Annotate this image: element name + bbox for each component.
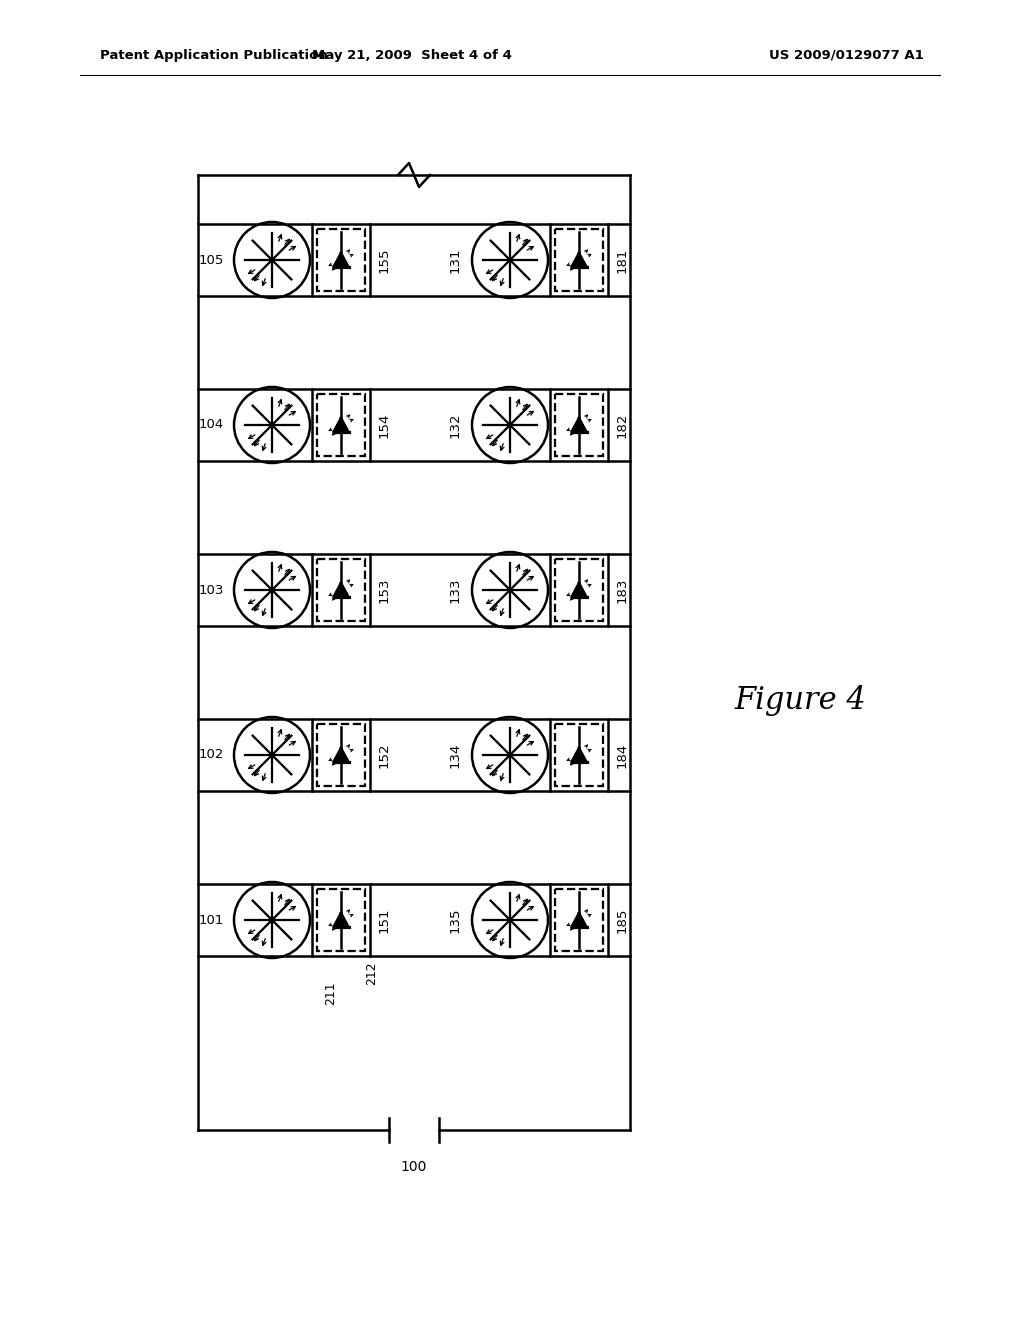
Polygon shape — [571, 748, 587, 762]
Text: 211: 211 — [324, 981, 337, 1005]
Bar — [312, 389, 370, 461]
Bar — [555, 393, 603, 455]
Polygon shape — [571, 418, 587, 432]
Polygon shape — [571, 253, 587, 267]
Polygon shape — [334, 583, 348, 597]
Text: Figure 4: Figure 4 — [734, 685, 866, 715]
Text: 184: 184 — [616, 742, 629, 768]
Bar — [555, 558, 603, 620]
Text: Patent Application Publication: Patent Application Publication — [100, 49, 328, 62]
Polygon shape — [571, 583, 587, 597]
Text: 183: 183 — [616, 577, 629, 603]
Bar — [555, 888, 603, 950]
Text: 134: 134 — [449, 742, 462, 768]
Polygon shape — [334, 418, 348, 432]
Bar — [317, 228, 365, 290]
Bar — [550, 719, 608, 791]
Bar — [317, 393, 365, 455]
Bar — [312, 884, 370, 956]
Text: 135: 135 — [449, 907, 462, 933]
Bar — [555, 723, 603, 785]
Text: 131: 131 — [449, 247, 462, 273]
Text: 151: 151 — [378, 907, 391, 933]
Text: US 2009/0129077 A1: US 2009/0129077 A1 — [769, 49, 924, 62]
Text: 181: 181 — [616, 247, 629, 273]
Bar — [317, 558, 365, 620]
Bar — [317, 723, 365, 785]
Text: 212: 212 — [365, 961, 378, 985]
Text: 105: 105 — [199, 253, 224, 267]
Bar — [312, 719, 370, 791]
Bar — [550, 554, 608, 626]
Text: 153: 153 — [378, 577, 391, 603]
Text: 101: 101 — [199, 913, 224, 927]
Polygon shape — [571, 913, 587, 927]
Text: 133: 133 — [449, 577, 462, 603]
Bar — [555, 228, 603, 290]
Polygon shape — [334, 748, 348, 762]
Bar — [317, 888, 365, 950]
Bar — [550, 224, 608, 296]
Bar — [550, 389, 608, 461]
Text: 102: 102 — [199, 748, 224, 762]
Text: 103: 103 — [199, 583, 224, 597]
Text: 132: 132 — [449, 412, 462, 438]
Text: 100: 100 — [400, 1160, 427, 1173]
Text: 155: 155 — [378, 247, 391, 273]
Text: 182: 182 — [616, 412, 629, 438]
Text: 152: 152 — [378, 742, 391, 768]
Polygon shape — [334, 253, 348, 267]
Text: 154: 154 — [378, 412, 391, 438]
Text: May 21, 2009  Sheet 4 of 4: May 21, 2009 Sheet 4 of 4 — [312, 49, 512, 62]
Bar — [312, 554, 370, 626]
Bar — [550, 884, 608, 956]
Bar — [312, 224, 370, 296]
Text: 185: 185 — [616, 907, 629, 933]
Polygon shape — [334, 913, 348, 927]
Text: 104: 104 — [199, 418, 224, 432]
